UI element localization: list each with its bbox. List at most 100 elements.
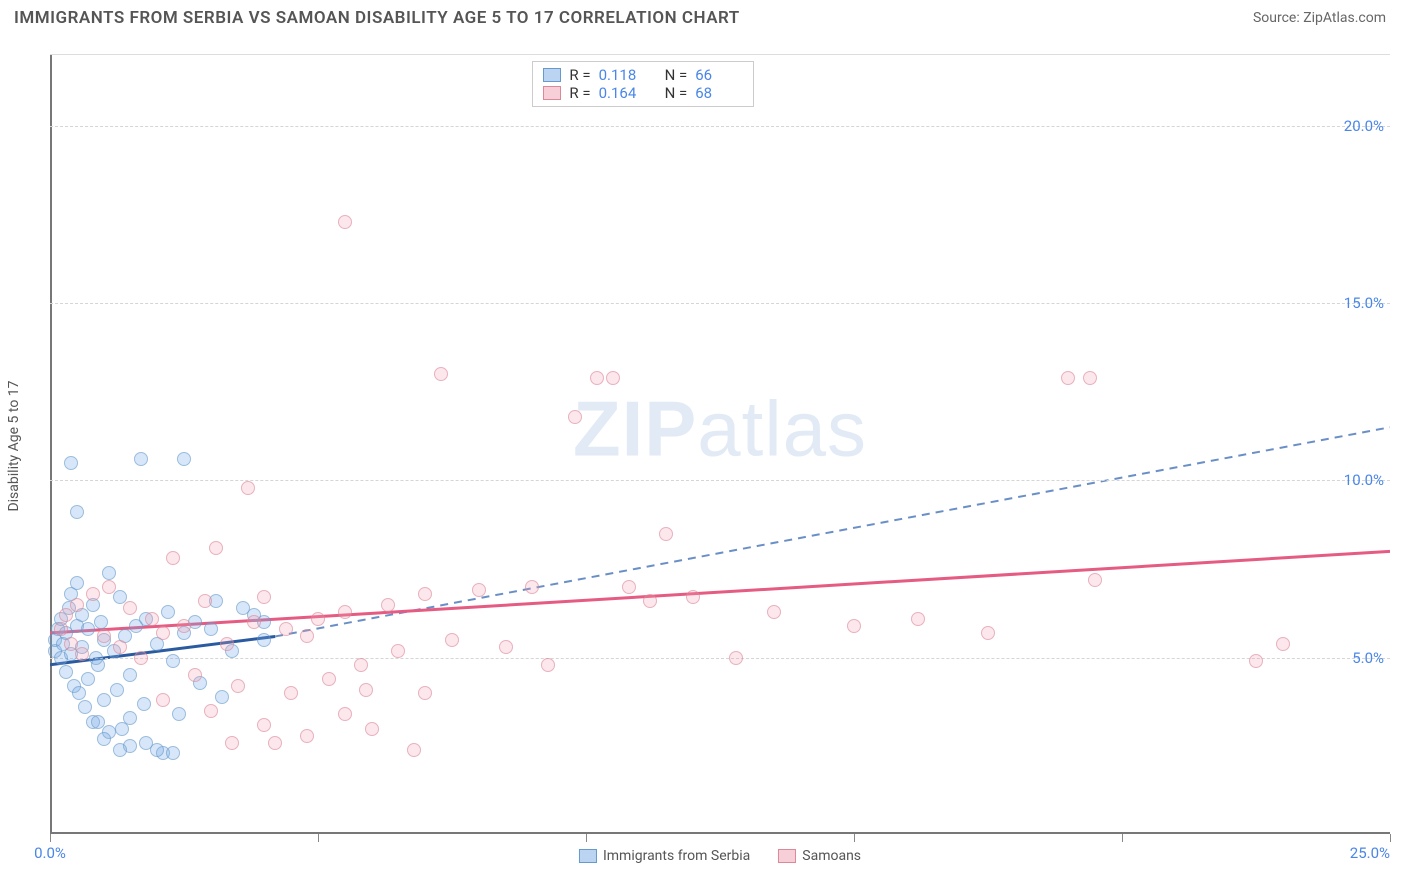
data-point-samoans — [418, 686, 432, 700]
data-point-samoans — [59, 608, 73, 622]
data-point-samoans — [166, 551, 180, 565]
data-point-serbia — [177, 452, 191, 466]
data-point-samoans — [247, 615, 261, 629]
data-point-serbia — [78, 700, 92, 714]
data-point-samoans — [257, 718, 271, 732]
swatch-serbia-icon — [579, 849, 597, 863]
gridline — [50, 303, 1390, 304]
stats-row-serbia: R = 0.118 N = 66 — [543, 66, 743, 84]
r-label: R = — [569, 66, 590, 84]
x-tick — [1122, 834, 1123, 842]
data-point-samoans — [54, 622, 68, 636]
data-point-samoans — [102, 580, 116, 594]
y-tick-label: 15.0% — [1344, 294, 1384, 312]
data-point-samoans — [123, 601, 137, 615]
data-point-samoans — [279, 622, 293, 636]
swatch-samoans — [543, 86, 561, 100]
scatter-chart: ZIPatlas R = 0.118 N = 66 R = 0.164 N = … — [50, 54, 1390, 834]
data-point-samoans — [568, 410, 582, 424]
y-axis — [50, 55, 52, 834]
data-point-serbia — [81, 672, 95, 686]
data-point-serbia — [70, 505, 84, 519]
swatch-samoans-icon — [778, 849, 796, 863]
data-point-serbia — [215, 690, 229, 704]
data-point-samoans — [241, 481, 255, 495]
data-point-serbia — [123, 668, 137, 682]
data-point-samoans — [911, 612, 925, 626]
data-point-samoans — [365, 722, 379, 736]
data-point-samoans — [257, 590, 271, 604]
data-point-serbia — [91, 658, 105, 672]
data-point-serbia — [81, 622, 95, 636]
data-point-samoans — [198, 594, 212, 608]
data-point-serbia — [70, 576, 84, 590]
n-value-serbia: 66 — [695, 66, 743, 84]
data-point-samoans — [284, 686, 298, 700]
x-tick — [854, 834, 855, 842]
data-point-samoans — [231, 679, 245, 693]
source-attribution: Source: ZipAtlas.com — [1253, 10, 1386, 26]
data-point-serbia — [97, 732, 111, 746]
legend-label-samoans: Samoans — [802, 848, 861, 864]
data-point-samoans — [70, 598, 84, 612]
n-label: N = — [665, 84, 688, 102]
data-point-serbia — [91, 715, 105, 729]
legend: Immigrants from Serbia Samoans — [579, 848, 861, 864]
data-point-samoans — [472, 583, 486, 597]
gridline — [50, 658, 1390, 659]
legend-item-samoans: Samoans — [778, 848, 861, 864]
data-point-serbia — [72, 686, 86, 700]
data-point-samoans — [177, 619, 191, 633]
chart-title: IMMIGRANTS FROM SERBIA VS SAMOAN DISABIL… — [14, 8, 740, 28]
data-point-samoans — [300, 629, 314, 643]
chart-header: IMMIGRANTS FROM SERBIA VS SAMOAN DISABIL… — [0, 0, 1406, 32]
data-point-serbia — [110, 683, 124, 697]
stats-row-samoans: R = 0.164 N = 68 — [543, 84, 743, 102]
x-tick-label: 25.0% — [1350, 844, 1390, 862]
data-point-samoans — [338, 707, 352, 721]
data-point-samoans — [847, 619, 861, 633]
data-point-samoans — [445, 633, 459, 647]
r-value-samoans: 0.164 — [599, 84, 647, 102]
data-point-serbia — [137, 697, 151, 711]
data-point-samoans — [113, 640, 127, 654]
regression-lines — [50, 55, 1390, 835]
x-tick — [586, 834, 587, 842]
x-tick — [1390, 834, 1391, 842]
data-point-samoans — [220, 637, 234, 651]
data-point-samoans — [86, 587, 100, 601]
data-point-serbia — [150, 743, 164, 757]
swatch-serbia — [543, 68, 561, 82]
data-point-serbia — [204, 622, 218, 636]
data-point-serbia — [257, 633, 271, 647]
data-point-serbia — [64, 456, 78, 470]
data-point-samoans — [359, 683, 373, 697]
data-point-samoans — [659, 527, 673, 541]
data-point-samoans — [1249, 654, 1263, 668]
data-point-samoans — [767, 605, 781, 619]
regression-dash-serbia — [275, 427, 1390, 636]
data-point-samoans — [391, 644, 405, 658]
y-tick-label: 20.0% — [1344, 117, 1384, 135]
data-point-samoans — [643, 594, 657, 608]
gridline — [50, 126, 1390, 127]
data-point-samoans — [300, 729, 314, 743]
data-point-samoans — [134, 651, 148, 665]
data-point-samoans — [268, 736, 282, 750]
data-point-samoans — [338, 605, 352, 619]
data-point-samoans — [525, 580, 539, 594]
data-point-samoans — [407, 743, 421, 757]
legend-label-serbia: Immigrants from Serbia — [603, 848, 750, 864]
data-point-samoans — [209, 541, 223, 555]
data-point-samoans — [156, 693, 170, 707]
data-point-samoans — [75, 647, 89, 661]
data-point-samoans — [381, 598, 395, 612]
data-point-serbia — [161, 605, 175, 619]
r-label: R = — [569, 84, 590, 102]
data-point-samoans — [1088, 573, 1102, 587]
y-axis-title: Disability Age 5 to 17 — [6, 380, 22, 511]
data-point-samoans — [981, 626, 995, 640]
data-point-samoans — [590, 371, 604, 385]
data-point-samoans — [188, 668, 202, 682]
data-point-samoans — [156, 626, 170, 640]
